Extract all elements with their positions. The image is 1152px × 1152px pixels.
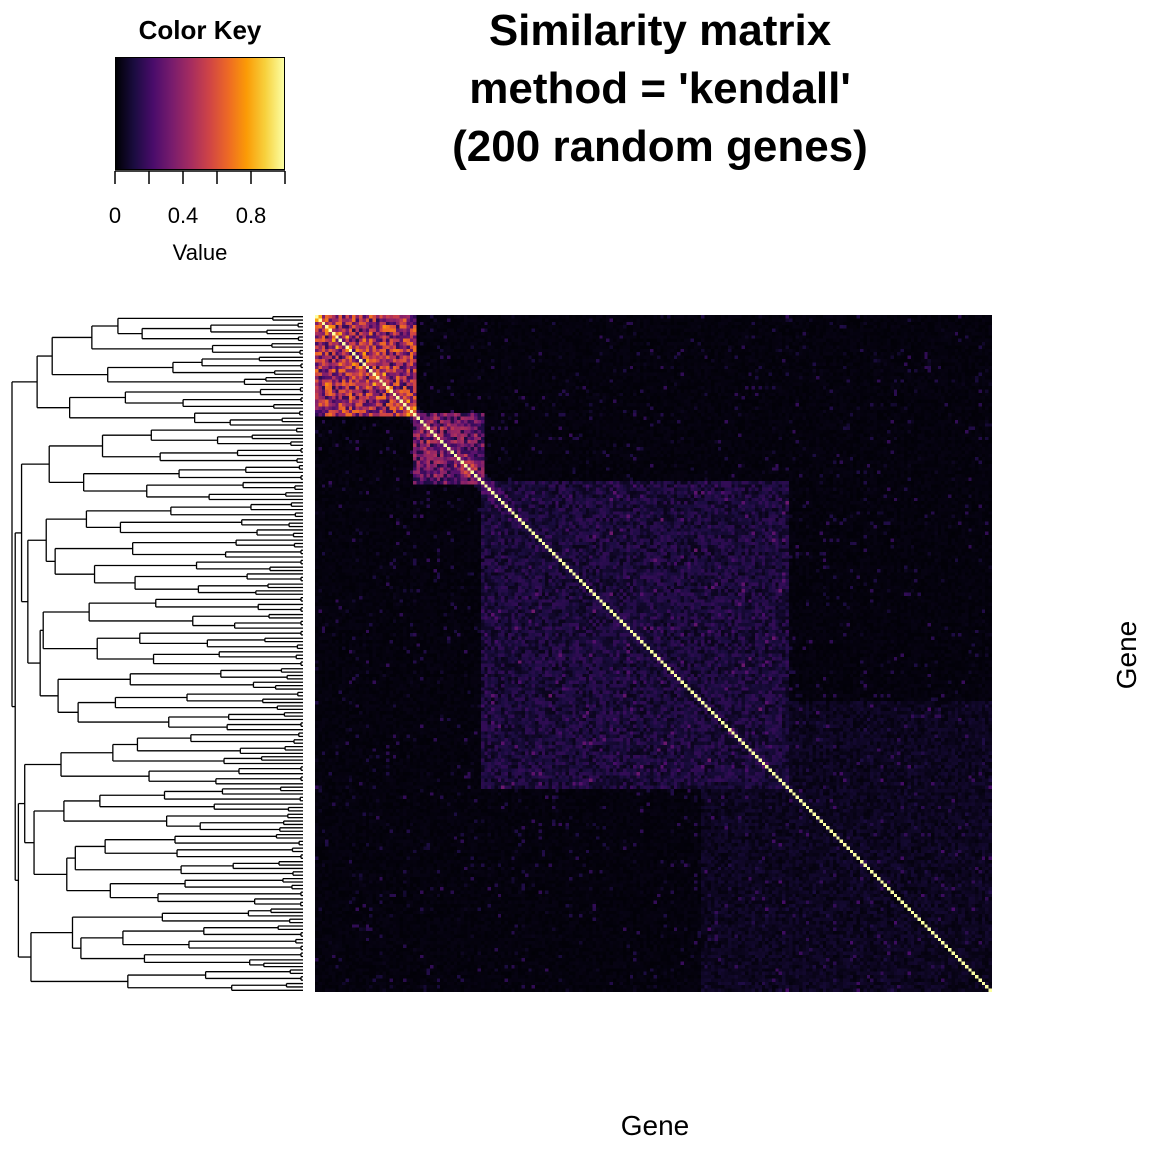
- x-axis-label: Gene: [620, 1110, 690, 1141]
- similarity-heatmap: [315, 315, 992, 992]
- title-line-1: Similarity matrix: [488, 6, 832, 55]
- color-key-tick-label: 0.8: [235, 203, 267, 228]
- y-axis-label: Gene: [1111, 620, 1142, 690]
- color-key-gradient: [115, 57, 285, 170]
- chart-title: Similarity matrix method = 'kendall' (20…: [380, 2, 940, 176]
- title-line-2: method = 'kendall': [469, 64, 851, 113]
- color-key-xlabel: Value: [172, 240, 228, 265]
- color-key-tick-label: 0.4: [167, 203, 199, 228]
- color-key-tick-label: 0: [108, 203, 122, 228]
- color-key-axis: [114, 170, 286, 184]
- color-key-title: Color Key: [138, 15, 262, 45]
- row-dendrogram: [11, 316, 303, 991]
- title-line-3: (200 random genes): [452, 122, 868, 171]
